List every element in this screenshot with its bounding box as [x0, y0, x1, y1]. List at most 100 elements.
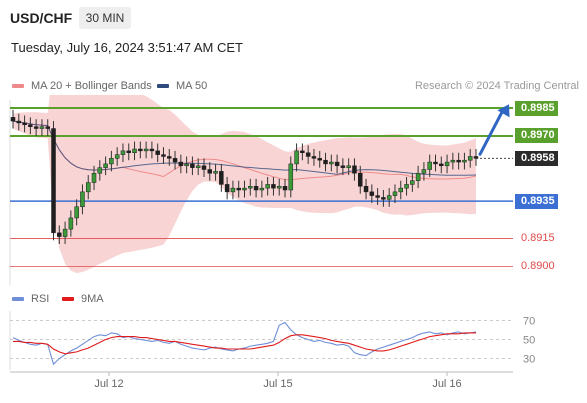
timeframe-badge[interactable]: 30 MIN	[79, 7, 131, 29]
candle	[62, 221, 68, 245]
candle-body	[10, 117, 16, 122]
level-tag-target: 0.8915	[521, 232, 555, 245]
candle	[91, 165, 97, 190]
ma20-label: MA 20 + Bollinger Bands	[31, 80, 152, 92]
candle-body	[433, 161, 438, 165]
symbol-title: USD/CHF	[10, 10, 73, 26]
legend-ma20: MA 20 + Bollinger Bands	[12, 80, 152, 92]
candle	[358, 165, 363, 194]
candle	[271, 176, 276, 196]
candle-body	[172, 158, 178, 163]
level-tag-resistance: 0.8970	[515, 128, 558, 144]
legend-ma9: 9MA	[62, 293, 104, 305]
candle-body	[467, 156, 473, 161]
candle-body	[386, 195, 392, 200]
candle	[201, 158, 207, 177]
candle-body	[167, 156, 172, 159]
ma50-label: MA 50	[176, 80, 208, 92]
candle	[381, 190, 386, 207]
candle	[138, 141, 143, 159]
candle	[427, 154, 432, 177]
candle-body	[51, 128, 56, 234]
candle	[311, 149, 317, 166]
candle	[433, 154, 438, 172]
candle-body	[143, 148, 149, 152]
rsi-swatch	[12, 297, 24, 302]
candle	[80, 184, 85, 215]
candle	[410, 173, 415, 192]
candle	[126, 143, 131, 161]
rsi-tick-label: 30	[523, 354, 535, 366]
rsi-label: RSI	[31, 293, 50, 305]
candle-body	[224, 184, 230, 193]
candle-body	[248, 186, 253, 189]
candle-body	[323, 159, 328, 165]
candle	[120, 143, 126, 163]
candle	[103, 156, 108, 176]
candle-body	[456, 159, 461, 163]
candle	[207, 162, 213, 181]
candle	[236, 180, 241, 198]
candle-body	[282, 186, 288, 191]
candle	[230, 180, 236, 200]
candle-body	[103, 163, 108, 168]
candle	[253, 178, 259, 198]
candle	[114, 147, 120, 166]
x-tick-label: Jul 16	[432, 378, 461, 390]
forecast-arrow-shaft	[478, 110, 504, 156]
candle-body	[39, 126, 45, 129]
candle	[143, 141, 149, 159]
candle-body	[161, 154, 166, 157]
rsi-chart: 30 50 70 Jul 12 Jul 15 Jul 16	[9, 311, 535, 390]
candle-body	[410, 180, 415, 185]
candle-body	[334, 161, 340, 167]
candle-body	[439, 163, 444, 167]
candle-body	[195, 165, 201, 168]
candle	[33, 119, 39, 136]
candle	[444, 154, 450, 174]
candle	[323, 152, 328, 172]
candle-body	[28, 124, 33, 127]
candle-body	[242, 187, 247, 191]
candle	[16, 113, 22, 131]
candle-body	[288, 163, 294, 191]
candle-body	[300, 150, 305, 153]
candle	[439, 156, 444, 174]
candle-body	[91, 172, 97, 183]
candle	[305, 145, 311, 164]
candle	[294, 143, 299, 172]
candle-body	[45, 126, 50, 129]
candle	[85, 175, 91, 200]
candle-body	[404, 184, 409, 189]
candle-body	[109, 158, 114, 165]
candle-body	[340, 165, 346, 168]
candle	[421, 162, 427, 181]
candle-body	[207, 169, 213, 174]
candle-body	[80, 191, 85, 208]
candle	[329, 154, 334, 172]
level-tag-current: 0.8958	[515, 150, 558, 166]
candle-body	[317, 158, 322, 161]
candle-body	[415, 172, 421, 181]
candle-body	[219, 171, 224, 185]
candle	[352, 158, 357, 181]
candle-body	[305, 152, 311, 157]
candle-body	[329, 161, 334, 165]
candle-body	[311, 156, 317, 159]
candle	[155, 143, 160, 163]
chart-datetime: Tuesday, July 16, 2024 3:51:47 AM CET	[11, 40, 243, 55]
research-credit: Research © 2024 Trading Central	[414, 80, 579, 92]
candle	[340, 158, 346, 176]
candle	[265, 176, 270, 196]
candle-body	[62, 228, 68, 237]
candle	[57, 225, 62, 245]
ma50-line	[12, 120, 477, 176]
ma9-line	[13, 332, 476, 355]
price-chart	[9, 95, 513, 285]
candle-body	[85, 182, 91, 193]
candle-body	[276, 186, 282, 189]
candle-body	[271, 184, 276, 189]
candle-body	[126, 150, 131, 153]
candle	[39, 119, 45, 136]
candle-body	[57, 232, 62, 237]
